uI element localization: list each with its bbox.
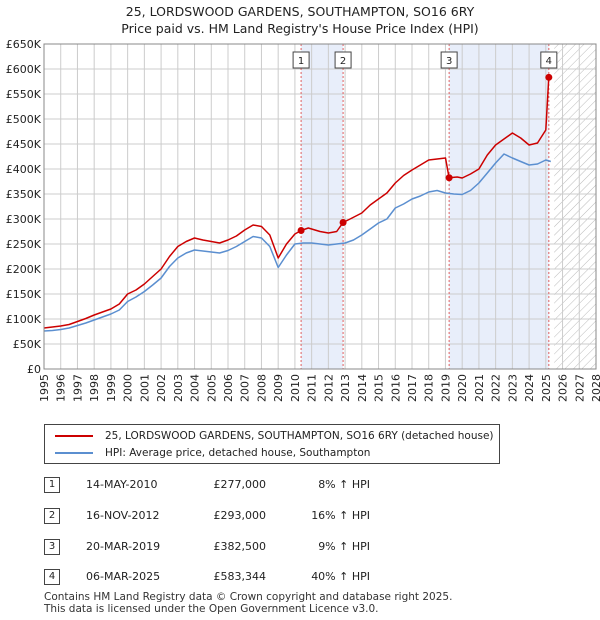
x-tick-label: 2011 [306, 374, 319, 402]
hpi-line [43, 153, 552, 332]
shaded-period [301, 44, 344, 369]
transaction-hpi: 9% ↑ HPI [318, 540, 370, 553]
x-tick-label: 2003 [172, 374, 185, 402]
legend-item-hpi: HPI: Average price, detached house, Sout… [55, 445, 370, 461]
x-tick-label: 2005 [205, 374, 218, 402]
transaction-hpi: 8% ↑ HPI [318, 478, 370, 491]
x-tick-label: 2026 [557, 374, 570, 402]
x-tick-label: 2001 [138, 374, 151, 402]
transaction-row: 1 14-MAY-2010 £277,000 8% ↑ HPI [0, 477, 600, 497]
transaction-hpi: 16% ↑ HPI [311, 509, 370, 522]
chart-subtitle: Price paid vs. HM Land Registry's House … [121, 21, 479, 36]
y-tick-label: £500K [6, 113, 42, 126]
footer-copyright: Contains HM Land Registry data © Crown c… [44, 591, 453, 603]
plot-frame [43, 43, 597, 370]
x-tick-label: 2019 [439, 374, 452, 402]
y-tick-label: £650K [6, 38, 42, 51]
transaction-row: 3 20-MAR-2019 £382,500 9% ↑ HPI [0, 539, 600, 559]
sale-number-label: 3 [446, 56, 452, 67]
x-tick-label: 2000 [122, 374, 135, 402]
x-tick-label: 1995 [38, 374, 51, 402]
x-tick-label: 1998 [88, 374, 101, 402]
transaction-date: 20-MAR-2019 [86, 540, 161, 553]
x-tick-label: 2013 [339, 374, 352, 402]
x-tick-label: 2014 [356, 374, 369, 402]
x-tick-label: 2017 [406, 374, 419, 402]
transaction-number: 2 [44, 508, 60, 524]
sale-point [297, 227, 305, 234]
transaction-date: 16-NOV-2012 [86, 509, 160, 522]
x-tick-label: 2020 [456, 374, 469, 402]
sale-number-label: 4 [546, 56, 552, 67]
x-tick-label: 2025 [540, 374, 553, 402]
sale-point [445, 174, 453, 182]
transaction-number: 1 [44, 477, 60, 493]
x-tick-label: 2016 [389, 374, 402, 402]
x-tick-label: 2022 [490, 374, 503, 402]
x-tick-label: 2010 [289, 374, 302, 402]
transaction-date: 14-MAY-2010 [86, 478, 158, 491]
x-tick-label: 1996 [55, 374, 68, 402]
y-tick-label: £350K [6, 188, 42, 201]
x-tick-label: 2002 [155, 374, 168, 402]
y-tick-label: £600K [6, 63, 42, 76]
sale-point [545, 73, 553, 81]
sale-number-label: 1 [298, 56, 304, 67]
y-tick-label: £450K [6, 138, 42, 151]
x-tick-label: 2027 [573, 374, 586, 402]
transaction-row: 4 06-MAR-2025 £583,344 40% ↑ HPI [0, 569, 600, 589]
sale-number-box [292, 51, 310, 69]
x-tick-label: 2024 [523, 374, 536, 402]
y-tick-label: £200K [6, 263, 42, 276]
sale-point [339, 219, 347, 226]
x-tick-label: 2023 [506, 374, 519, 402]
x-tick-label: 1997 [71, 374, 84, 402]
x-tick-label: 1999 [105, 374, 118, 402]
y-tick-label: £250K [6, 238, 42, 251]
legend-swatch-hpi [55, 452, 93, 454]
transaction-hpi: 40% ↑ HPI [311, 570, 370, 583]
footer-licence: This data is licensed under the Open Gov… [44, 603, 379, 615]
legend-label-hpi: HPI: Average price, detached house, Sout… [105, 447, 371, 459]
transaction-price: £583,344 [213, 570, 267, 583]
y-tick-label: £0 [27, 363, 41, 376]
x-tick-label: 2028 [590, 374, 600, 402]
legend: 25, LORDSWOOD GARDENS, SOUTHAMPTON, SO16… [44, 424, 500, 464]
legend-label-property: 25, LORDSWOOD GARDENS, SOUTHAMPTON, SO16… [105, 430, 494, 442]
transaction-price: £293,000 [213, 509, 267, 522]
transaction-number: 4 [44, 569, 60, 585]
x-tick-label: 2006 [222, 374, 235, 402]
x-tick-label: 2018 [423, 374, 436, 402]
transaction-number: 3 [44, 539, 60, 555]
shaded-period [449, 44, 549, 369]
x-tick-label: 2007 [239, 374, 252, 402]
property-price-line [43, 75, 552, 329]
y-tick-label: £300K [6, 213, 42, 226]
y-tick-label: £550K [6, 88, 42, 101]
sale-number-box [440, 51, 458, 69]
x-tick-label: 2008 [255, 374, 268, 402]
transaction-row: 2 16-NOV-2012 £293,000 16% ↑ HPI [0, 508, 600, 528]
x-tick-label: 2004 [189, 374, 202, 402]
x-tick-label: 2015 [373, 374, 386, 402]
x-tick-label: 2021 [473, 374, 486, 402]
legend-item-property: 25, LORDSWOOD GARDENS, SOUTHAMPTON, SO16… [55, 428, 494, 444]
transaction-price: £382,500 [213, 540, 267, 553]
x-tick-label: 2009 [272, 374, 285, 402]
sale-number-box [334, 51, 352, 69]
price-chart: 1 2 3 4 £0 £50K £100K £150K £200K £250K £300K £350… [6, 38, 600, 402]
y-tick-label: £150K [6, 288, 42, 301]
y-tick-label: £100K [6, 313, 42, 326]
y-tick-label: £400K [6, 163, 42, 176]
sale-number-box [540, 51, 558, 69]
y-tick-label: £50K [13, 338, 42, 351]
sale-number-label: 2 [340, 56, 346, 67]
transaction-price: £277,000 [213, 478, 267, 491]
chart-title: 25, LORDSWOOD GARDENS, SOUTHAMPTON, SO16… [125, 4, 475, 19]
x-tick-label: 2012 [322, 374, 335, 402]
future-hatch [554, 44, 596, 369]
legend-swatch-property [55, 435, 93, 437]
transaction-date: 06-MAR-2025 [86, 570, 161, 583]
